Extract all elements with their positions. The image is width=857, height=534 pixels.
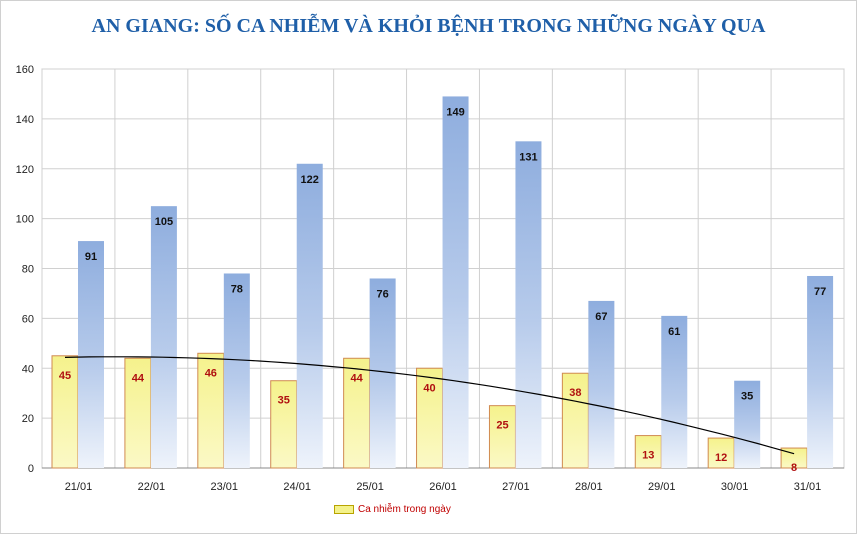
- x-tick-label: 25/01: [356, 481, 384, 493]
- data-label-cases: 44: [351, 372, 364, 384]
- x-tick-label: 24/01: [283, 481, 311, 493]
- data-label-cases: 44: [132, 372, 145, 384]
- data-label-recovered: 105: [155, 216, 173, 228]
- data-label-cases: 45: [59, 370, 71, 382]
- x-tick-label: 22/01: [138, 481, 166, 493]
- y-tick-label: 140: [16, 114, 34, 126]
- x-tick-label: 28/01: [575, 481, 603, 493]
- legend-swatch: [334, 505, 354, 514]
- x-tick-label: 31/01: [794, 481, 822, 493]
- bar-cases: [270, 380, 298, 469]
- data-label-cases: 13: [642, 450, 654, 462]
- legend-label: Ca nhiễm trong ngày: [358, 504, 451, 515]
- trendline: [64, 356, 795, 455]
- data-label-recovered: 78: [231, 283, 243, 295]
- y-tick-label: 120: [16, 164, 34, 176]
- bar-recovered: [150, 206, 177, 468]
- data-label-cases: 35: [278, 395, 290, 407]
- bar-cases: [416, 367, 444, 469]
- data-label-recovered: 61: [668, 326, 680, 338]
- data-label-recovered: 77: [814, 286, 826, 298]
- bar-cases: [51, 355, 79, 469]
- x-tick-label: 30/01: [721, 481, 749, 493]
- y-tick-label: 160: [16, 64, 34, 76]
- data-label-cases: 38: [569, 387, 581, 399]
- bar-cases: [634, 435, 662, 469]
- bar-cases: [124, 357, 152, 469]
- chart-title: AN GIANG: SỐ CA NHIỄM VÀ KHỎI BỆNH TRONG…: [91, 15, 766, 37]
- data-label-recovered: 76: [377, 288, 389, 300]
- bar-recovered: [78, 241, 104, 468]
- data-label-cases: 40: [423, 382, 435, 394]
- bar-cases: [197, 352, 225, 469]
- y-tick-label: 100: [16, 214, 34, 226]
- bar-recovered: [661, 315, 688, 468]
- bar-recovered: [734, 380, 761, 468]
- data-label-recovered: 149: [446, 106, 464, 118]
- x-tick-label: 26/01: [429, 481, 457, 493]
- data-label-recovered: 122: [301, 174, 319, 186]
- bar-recovered: [442, 96, 469, 469]
- legend: Ca nhiễm trong ngày: [334, 504, 451, 515]
- bar-recovered: [515, 141, 542, 468]
- y-tick-label: 0: [28, 463, 34, 475]
- y-tick-label: 40: [22, 363, 34, 375]
- x-tick-label: 27/01: [502, 481, 530, 493]
- data-label-recovered: 91: [85, 251, 97, 263]
- data-label-cases: 8: [791, 462, 797, 474]
- x-tick-label: 21/01: [65, 481, 93, 493]
- data-label-recovered: 35: [741, 391, 753, 403]
- data-label-recovered: 131: [519, 151, 537, 163]
- y-tick-label: 20: [22, 413, 34, 425]
- x-tick-label: 23/01: [211, 481, 239, 493]
- data-label-recovered: 67: [595, 311, 607, 323]
- bar-cases: [488, 405, 516, 469]
- bar-recovered: [807, 275, 834, 468]
- bar-recovered: [296, 163, 323, 468]
- data-label-cases: 25: [496, 420, 508, 432]
- bar-recovered: [588, 300, 615, 468]
- bar-recovered: [223, 273, 250, 468]
- bar-cases: [707, 437, 735, 469]
- data-label-cases: 12: [715, 452, 727, 464]
- data-label-cases: 46: [205, 367, 217, 379]
- y-tick-label: 80: [22, 264, 34, 276]
- x-tick-label: 29/01: [648, 481, 676, 493]
- y-tick-label: 60: [22, 313, 34, 325]
